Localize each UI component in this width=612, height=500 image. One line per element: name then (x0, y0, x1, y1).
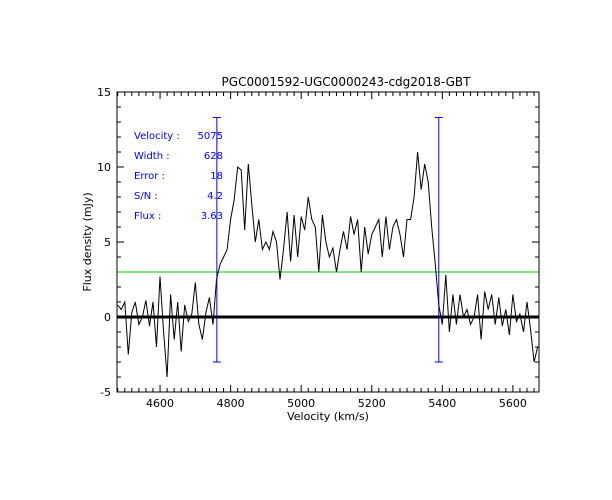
y-axis-label: Flux density (mJy) (81, 192, 94, 291)
x-tick-label: 5000 (287, 397, 315, 410)
spectrum-line (117, 151, 539, 378)
x-tick-label: 4600 (146, 397, 174, 410)
y-tick-label: 15 (97, 86, 111, 99)
y-tick-label: 0 (104, 311, 111, 324)
stat-value: 4.2 (207, 191, 223, 202)
stat-label: Error : (134, 171, 165, 182)
stat-label: S/N : (134, 191, 158, 202)
plot-frame (116, 91, 540, 393)
stat-label: Width : (134, 151, 170, 162)
y-tick-label: 5 (104, 236, 111, 249)
y-tick-label: -5 (100, 386, 111, 399)
stat-value: 18 (210, 171, 223, 182)
stat-label: Velocity : (134, 131, 180, 142)
x-axis-label: Velocity (km/s) (287, 410, 369, 423)
x-tick-label: 5600 (499, 397, 527, 410)
chart-title: PGC0001592-UGC0000243-cdg2018-GBT (222, 75, 472, 89)
y-tick-label: 10 (97, 161, 111, 174)
x-tick-label: 5400 (428, 397, 456, 410)
stat-value: 5075 (198, 131, 223, 142)
stat-value: 3.63 (201, 211, 223, 222)
x-tick-label: 5200 (358, 397, 386, 410)
stat-label: Flux : (134, 211, 161, 222)
stat-value: 628 (204, 151, 223, 162)
x-tick-label: 4800 (217, 397, 245, 410)
